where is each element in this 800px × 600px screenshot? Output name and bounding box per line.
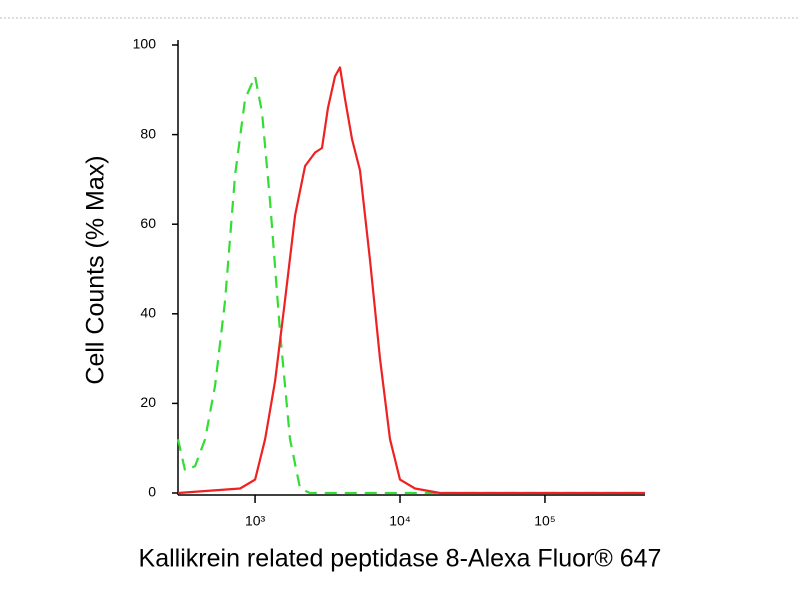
x-tick-label: 10⁵ bbox=[534, 513, 555, 529]
y-tick-label: 80 bbox=[140, 125, 156, 141]
series-line bbox=[176, 75, 645, 495]
x-tick-label: 10³ bbox=[245, 513, 266, 529]
y-tick-label: 100 bbox=[133, 36, 157, 52]
y-tick-label: 20 bbox=[140, 394, 156, 410]
y-tick-label: 0 bbox=[148, 484, 156, 500]
y-tick-label: 40 bbox=[140, 305, 156, 321]
x-tick-label: 10⁴ bbox=[389, 513, 411, 529]
series-line bbox=[177, 66, 645, 495]
y-axis-title: Cell Counts (% Max) bbox=[82, 155, 110, 384]
x-axis-title: Kallikrein related peptidase 8-Alexa Flu… bbox=[139, 545, 662, 573]
y-tick-label: 60 bbox=[140, 215, 156, 231]
